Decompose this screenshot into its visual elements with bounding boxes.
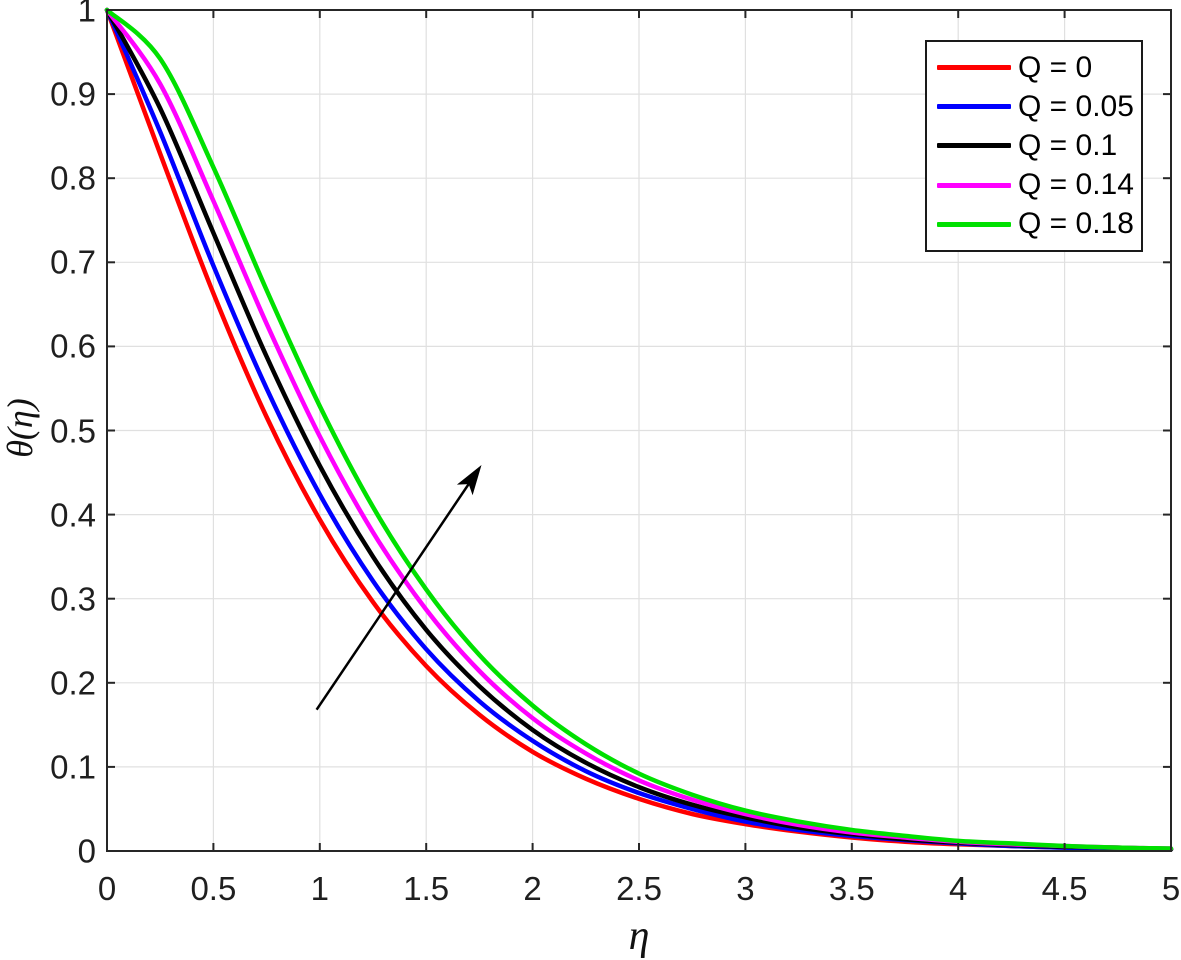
legend-line-sample (937, 65, 1011, 71)
x-tick-label: 4 (949, 870, 968, 907)
y-tick-label: 0.7 (50, 243, 96, 281)
y-tick-label: 0.2 (50, 664, 96, 702)
legend: Q = 0 Q = 0.05 Q = 0.1 Q = 0.14 Q = 0.18 (925, 40, 1143, 252)
legend-item: Q = 0.1 (927, 128, 1141, 162)
x-tick-label: 1.5 (403, 870, 450, 907)
x-axis-label: η (628, 913, 650, 959)
x-tick-label: 5 (1161, 870, 1181, 907)
x-tick-label: 0.5 (190, 870, 237, 907)
x-tick-label: 4.5 (1041, 870, 1088, 907)
y-tick-label: 0.6 (50, 327, 96, 365)
x-tick-label: 0 (97, 870, 117, 907)
y-tick-label: 0.1 (50, 748, 96, 786)
y-tick-label: 0.8 (50, 159, 96, 197)
legend-item: Q = 0.05 (927, 89, 1141, 123)
y-tick-label: 0.5 (50, 412, 96, 449)
legend-line-sample (937, 104, 1011, 110)
annotation-arrow-shaft (315, 483, 470, 711)
y-tick-label: 0 (77, 832, 96, 870)
legend-item-label: Q = 0 (1018, 50, 1093, 84)
y-tick-label: 0.9 (50, 75, 96, 113)
legend-item: Q = 0.14 (927, 170, 1141, 200)
legend-line-sample (937, 221, 1011, 227)
y-axis-label: θ(η) (0, 398, 40, 458)
legend-item-label: Q = 0.1 (1018, 128, 1118, 162)
y-tick-label: 0.4 (50, 496, 96, 534)
legend-line-sample (937, 182, 1011, 188)
x-tick-label: 1 (310, 870, 329, 907)
legend-item: Q = 0 (927, 50, 1141, 84)
x-tick-label: 2 (523, 870, 542, 907)
y-tick-label: 0.3 (50, 580, 96, 618)
legend-item-label: Q = 0.18 (1018, 207, 1134, 241)
legend-line-sample (937, 143, 1011, 149)
y-tick-label: 1 (77, 0, 96, 29)
legend-item: Q = 0.18 (927, 209, 1141, 239)
curve-q-0.18 (104, 7, 1174, 851)
legend-item-label: Q = 0.05 (1018, 89, 1134, 123)
x-tick-label: 3.5 (828, 870, 875, 907)
annotation-arrow-head (456, 465, 482, 496)
legend-item-label: Q = 0.14 (1018, 168, 1134, 202)
x-tick-label: 2.5 (616, 870, 662, 907)
x-tick-label: 3 (736, 870, 755, 907)
